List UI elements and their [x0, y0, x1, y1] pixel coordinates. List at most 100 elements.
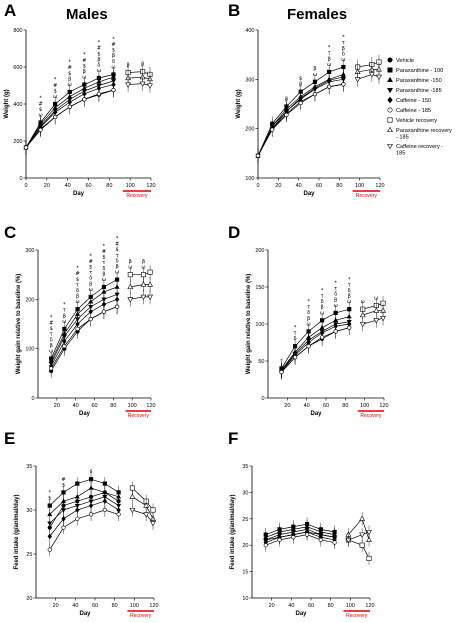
data-point — [82, 97, 87, 102]
y-tick-label: 20 — [26, 596, 32, 602]
y-tick-label: 30 — [26, 508, 32, 514]
significance-mark: τ — [63, 308, 66, 314]
significance-mark: δ — [348, 288, 351, 294]
x-tick-label: 80 — [112, 603, 118, 609]
recovery-data-point — [366, 529, 372, 536]
significance-mark: $ — [83, 63, 86, 69]
data-point — [279, 370, 284, 375]
significance-mark: δ — [89, 276, 92, 282]
series-line — [49, 492, 119, 528]
significance-mark: β — [50, 343, 53, 349]
significance-mark: $ — [62, 482, 65, 488]
y-tick-label: 100 — [255, 322, 264, 328]
x-tick-label: 60 — [85, 183, 91, 189]
data-point — [47, 511, 53, 517]
y-tick-label: 150 — [255, 285, 264, 291]
data-point — [304, 532, 310, 537]
data-point — [75, 507, 80, 513]
significance-mark: ω — [320, 310, 324, 316]
data-point — [263, 543, 268, 548]
recovery-data-point — [359, 321, 366, 328]
significance-mark: τ — [328, 51, 331, 57]
data-point — [277, 537, 282, 543]
legend-marker — [387, 126, 393, 133]
significance-mark: * — [49, 490, 52, 496]
recovery-data-point — [359, 542, 365, 548]
significance-mark: δ — [97, 63, 100, 69]
significance-mark: * — [112, 36, 115, 42]
significance-mark: δ — [76, 288, 79, 294]
data-point — [61, 525, 66, 530]
significance-mark: β — [299, 82, 302, 88]
recovery-series-line — [128, 83, 151, 86]
x-tick-label: 120 — [379, 403, 388, 409]
recovery-label: Recovery — [128, 413, 150, 419]
significance-mark: β — [115, 264, 118, 270]
data-point — [47, 503, 52, 508]
data-point — [298, 100, 303, 106]
recovery-series-line — [348, 518, 370, 541]
y-tick-label: 35 — [26, 464, 32, 470]
data-point — [255, 153, 261, 158]
significance-mark: β — [307, 316, 310, 322]
data-point — [38, 127, 43, 132]
legend-marker — [387, 76, 393, 83]
data-point — [23, 145, 29, 150]
y-axis-title: Feed intake (g/animal/day) — [14, 494, 20, 569]
legend-entry: Paraxanthine - 100 — [387, 67, 443, 74]
significance-mark: * — [321, 288, 324, 294]
data-point — [47, 533, 52, 540]
x-tick-label: 20 — [284, 403, 290, 409]
legend-marker — [387, 107, 393, 113]
recovery-data-point — [129, 493, 136, 499]
data-point — [116, 512, 121, 517]
data-point — [312, 92, 318, 97]
legend-label: Vehicle — [396, 58, 414, 64]
x-tick-label: 0 — [256, 183, 259, 189]
y-axis-title: Weight (g) — [236, 89, 242, 118]
significance-mark: # — [115, 242, 119, 248]
significance-mark: $ — [89, 264, 92, 270]
recovery-data-point — [140, 294, 147, 301]
recovery-series-line — [128, 71, 151, 75]
legend-entry: Paraxanthine -185 — [387, 87, 442, 94]
recovery-data-point — [150, 507, 156, 513]
recovery-data-point — [143, 502, 150, 508]
y-tick-label: 25 — [26, 552, 32, 558]
significance-mark: τ — [342, 40, 345, 46]
significance-mark: ω — [115, 270, 119, 276]
x-tick-label: 20 — [269, 603, 275, 609]
data-point — [53, 114, 58, 120]
recovery-data-point — [127, 297, 134, 303]
legend-marker — [387, 57, 393, 63]
significance-mark: ω — [334, 303, 338, 309]
series-line — [281, 308, 350, 369]
significance-mark: # — [82, 58, 86, 64]
series-line — [265, 523, 335, 535]
significance-mark: δ — [112, 59, 115, 65]
legend-marker — [387, 143, 393, 150]
x-tick-label: 40 — [65, 183, 71, 189]
recovery-data-point — [345, 537, 352, 544]
x-tick-label: 80 — [328, 603, 334, 609]
data-point — [96, 91, 102, 96]
recovery-data-point — [139, 81, 146, 87]
significance-mark: β — [83, 69, 86, 75]
significance-mark: δ — [321, 299, 324, 305]
chart-panel-c: 0 100 200 300 20 40 60 80 100 120 Day Weight gain r… — [16, 236, 156, 419]
series-line — [50, 279, 118, 359]
recovery-data-point — [147, 294, 153, 301]
data-point — [75, 516, 80, 521]
significance-mark: δ — [50, 337, 53, 343]
y-tick-label: 200 — [245, 127, 254, 133]
significance-mark: $ — [39, 107, 42, 113]
data-point — [102, 507, 107, 513]
significance-mark: # — [102, 249, 106, 255]
legend: Vehicle Paraxanthine - 100 Paraxanthine -1… — [387, 57, 452, 157]
significance-mark: $ — [68, 71, 71, 77]
x-tick-label: 80 — [342, 403, 348, 409]
data-point — [75, 326, 80, 332]
data-point — [47, 521, 53, 526]
significance-mark: β — [142, 259, 145, 265]
chart-panel-d: 0 50 100 150 200 20 40 60 80 100 120 Day Weight gain… — [246, 248, 389, 419]
